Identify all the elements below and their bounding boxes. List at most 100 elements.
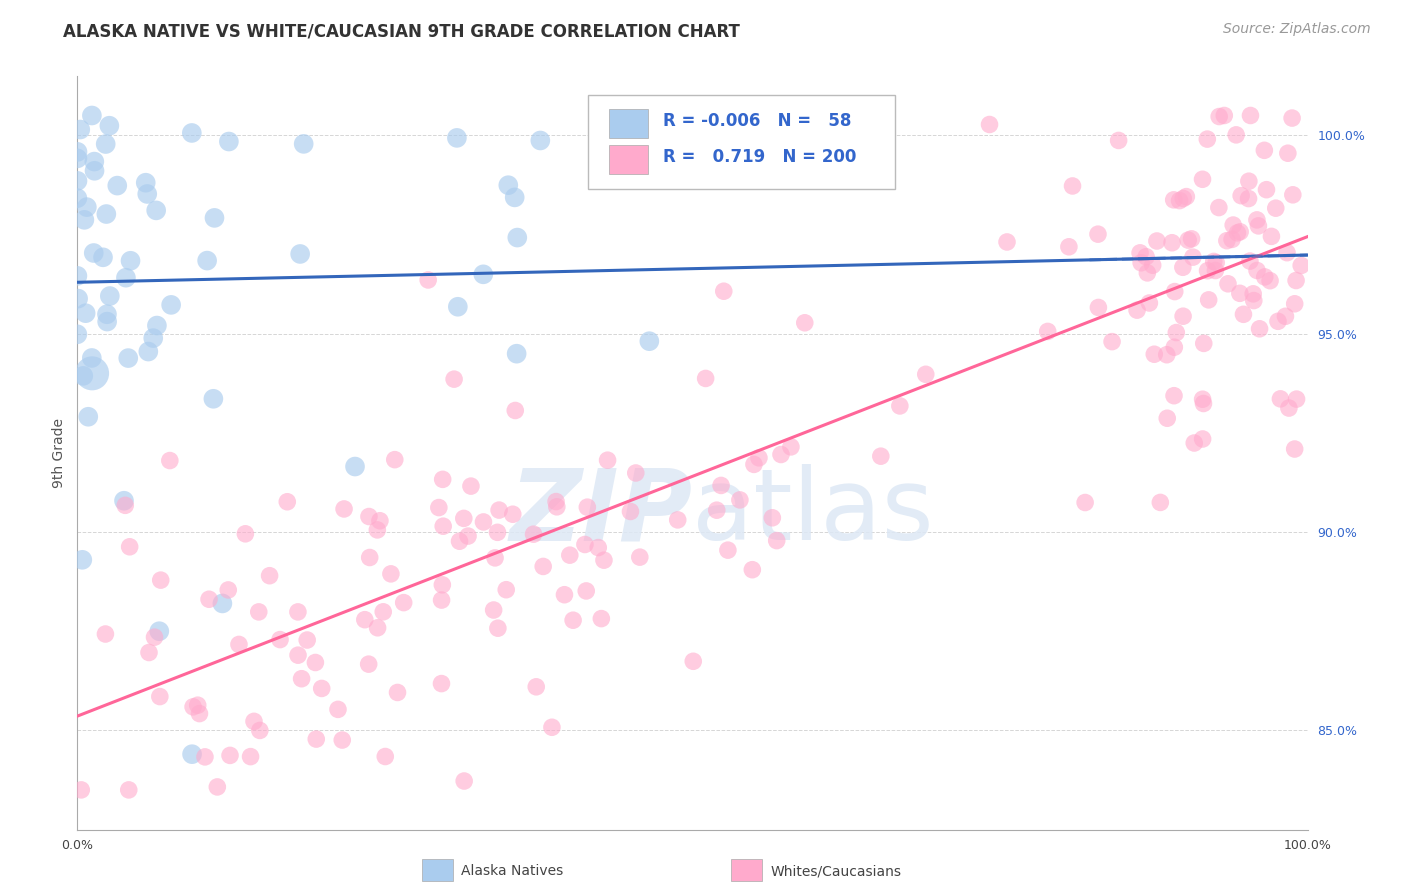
Point	[367, 621, 389, 635]
Point	[249, 723, 271, 738]
Point	[1197, 132, 1219, 146]
Point	[1246, 263, 1268, 277]
Point	[1254, 269, 1277, 284]
Point	[384, 452, 406, 467]
Point	[243, 714, 266, 729]
Point	[114, 499, 136, 513]
Point	[1163, 340, 1185, 354]
Point	[769, 448, 792, 462]
Point	[1220, 232, 1243, 246]
Point	[1243, 293, 1265, 308]
Point	[180, 126, 202, 140]
Point	[1168, 194, 1191, 208]
Point	[1087, 227, 1109, 242]
Point	[1249, 322, 1271, 336]
Point	[1225, 128, 1247, 142]
Point	[219, 748, 242, 763]
Point	[83, 246, 105, 260]
Point	[311, 681, 333, 696]
Point	[495, 582, 517, 597]
Point	[291, 672, 314, 686]
Point	[1230, 188, 1253, 202]
Point	[66, 268, 89, 283]
Point	[288, 247, 311, 261]
Point	[443, 372, 465, 386]
Point	[502, 507, 524, 521]
Point	[486, 621, 509, 635]
Point	[553, 588, 575, 602]
Point	[486, 525, 509, 540]
Point	[146, 318, 169, 333]
Point	[1130, 256, 1153, 270]
Point	[1175, 189, 1198, 203]
Point	[1192, 396, 1215, 410]
Point	[1074, 495, 1097, 509]
Point	[638, 334, 661, 349]
Point	[1285, 273, 1308, 287]
Point	[1267, 314, 1289, 328]
Point	[503, 190, 526, 204]
Point	[1129, 245, 1152, 260]
Point	[1274, 310, 1296, 324]
Point	[1216, 234, 1239, 248]
Point	[66, 174, 89, 188]
Point	[1260, 229, 1282, 244]
Point	[498, 178, 520, 193]
Text: atlas: atlas	[693, 465, 934, 561]
Point	[72, 553, 94, 567]
Point	[666, 513, 689, 527]
Point	[446, 131, 468, 145]
Point	[593, 553, 616, 567]
Point	[1146, 234, 1168, 248]
Point	[1101, 334, 1123, 349]
Point	[1149, 495, 1171, 509]
Point	[287, 648, 309, 663]
Point	[780, 440, 803, 454]
Point	[505, 347, 527, 361]
Point	[66, 152, 89, 166]
Point	[366, 523, 388, 537]
Point	[1036, 325, 1059, 339]
Point	[506, 230, 529, 244]
Point	[69, 122, 91, 136]
Point	[138, 646, 160, 660]
Point	[1246, 213, 1268, 227]
Point	[1264, 201, 1286, 215]
Point	[70, 783, 93, 797]
Point	[1229, 225, 1251, 239]
Text: R =   0.719   N = 200: R = 0.719 N = 200	[664, 148, 856, 166]
Point	[330, 733, 353, 747]
Point	[1256, 183, 1278, 197]
Point	[765, 533, 787, 548]
Point	[120, 253, 142, 268]
Point	[522, 527, 544, 541]
Point	[447, 300, 470, 314]
Point	[83, 154, 105, 169]
Point	[380, 566, 402, 581]
Point	[239, 749, 262, 764]
Point	[430, 676, 453, 690]
Point	[91, 250, 114, 264]
Point	[80, 351, 103, 365]
Point	[149, 573, 172, 587]
Point	[430, 593, 453, 607]
Y-axis label: 9th Grade: 9th Grade	[52, 417, 66, 488]
Point	[292, 136, 315, 151]
Point	[1239, 254, 1261, 268]
Point	[1177, 233, 1199, 247]
Point	[1205, 255, 1227, 269]
Point	[1156, 348, 1178, 362]
Point	[142, 331, 165, 345]
Point	[1087, 301, 1109, 315]
Point	[135, 176, 157, 190]
Point	[682, 654, 704, 668]
Point	[276, 495, 298, 509]
Point	[628, 550, 651, 565]
Point	[80, 108, 103, 122]
Point	[145, 203, 167, 218]
Point	[202, 392, 225, 406]
Point	[869, 449, 891, 463]
Point	[1135, 250, 1157, 264]
Point	[1166, 326, 1188, 340]
Point	[105, 178, 128, 193]
